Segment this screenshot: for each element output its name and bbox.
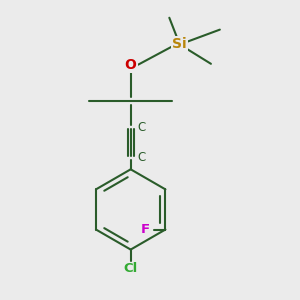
Text: Si: Si xyxy=(172,38,187,52)
Text: Cl: Cl xyxy=(124,262,138,275)
Text: C: C xyxy=(138,121,146,134)
Text: C: C xyxy=(138,151,146,164)
Text: O: O xyxy=(125,58,136,72)
Text: F: F xyxy=(141,223,150,236)
